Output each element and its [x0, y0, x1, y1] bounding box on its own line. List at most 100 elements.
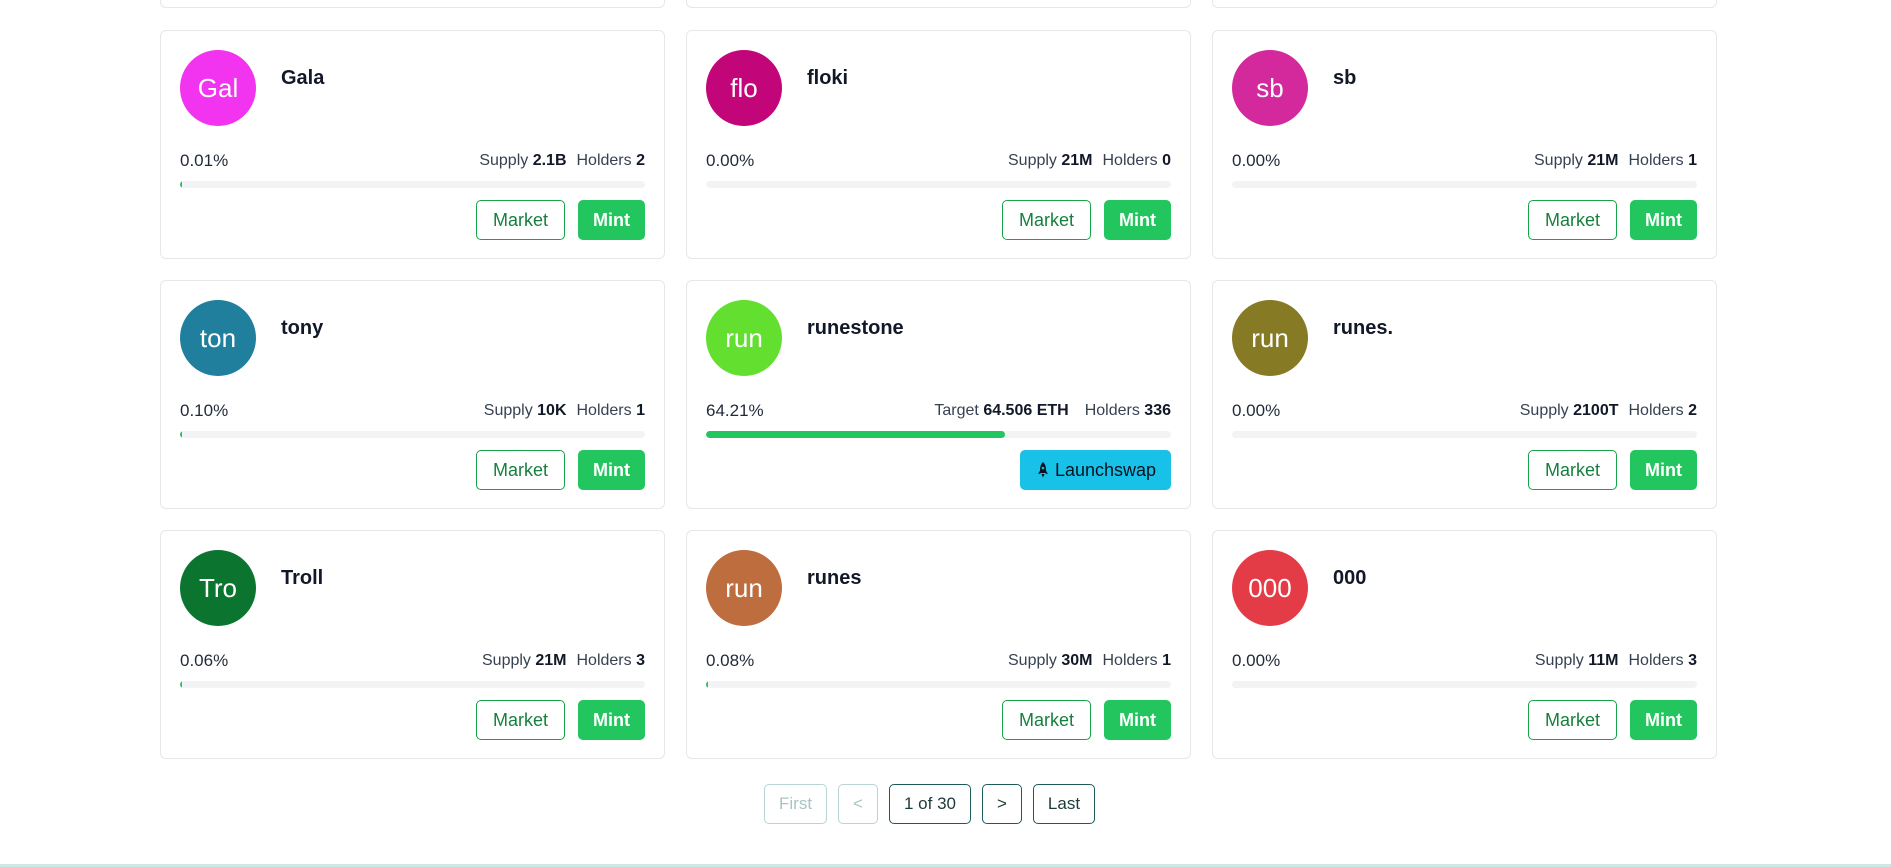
token-card: flo floki 0.00% Supply 21M Holders 0 Mar…	[686, 30, 1191, 259]
progress-fill	[180, 431, 182, 438]
token-card: 000 000 0.00% Supply 11M Holders 3 Marke…	[1212, 530, 1717, 759]
token-name: 000	[1333, 567, 1367, 589]
token-name: runes	[807, 567, 862, 589]
mint-progress-percent: 0.00%	[1232, 651, 1281, 670]
mint-button[interactable]: Mint	[578, 200, 645, 240]
supply-stat: Supply 21M	[1008, 152, 1093, 169]
token-stats: Supply 21M Holders 0	[1008, 152, 1171, 170]
token-card: ton tony 0.10% Supply 10K Holders 1 Mark…	[160, 280, 665, 509]
mint-progress-percent: 0.10%	[180, 401, 229, 420]
supply-stat: Supply 21M	[1534, 152, 1619, 169]
progress-fill	[706, 431, 1005, 438]
mint-progress-percent: 0.00%	[1232, 401, 1281, 420]
mint-button[interactable]: Mint	[578, 450, 645, 490]
last-page-button[interactable]: Last	[1032, 784, 1096, 824]
token-name: sb	[1333, 67, 1357, 89]
holders-stat: Holders 2	[576, 152, 646, 169]
token-stats: Supply 11M Holders 3	[1535, 652, 1697, 670]
token-stats: Supply 30M Holders 1	[1008, 652, 1171, 670]
footer-divider	[0, 864, 1891, 867]
market-button[interactable]: Market	[1002, 700, 1091, 740]
pagination: First < 1 of 30 > Last	[764, 784, 1096, 824]
target-stat: Target 64.506 ETH	[934, 402, 1069, 419]
token-card: sb sb 0.00% Supply 21M Holders 1 Market …	[1212, 30, 1717, 259]
token-card: run runes 0.08% Supply 30M Holders 1 Mar…	[686, 530, 1191, 759]
token-stats: Target 64.506 ETH Holders 336	[934, 402, 1171, 420]
mint-progress-percent: 0.01%	[180, 151, 229, 170]
market-button[interactable]: Market	[476, 450, 565, 490]
token-avatar: Tro	[180, 550, 256, 626]
first-page-button[interactable]: First	[764, 784, 828, 824]
token-avatar: run	[1232, 300, 1308, 376]
mint-progress-percent: 0.00%	[1232, 151, 1281, 170]
mint-button[interactable]: Mint	[1630, 200, 1697, 240]
mint-button[interactable]: Mint	[1630, 450, 1697, 490]
progress-bar	[706, 681, 1171, 688]
token-stats: Supply 2.1B Holders 2	[479, 152, 645, 170]
token-avatar: 000	[1232, 550, 1308, 626]
progress-bar	[180, 681, 645, 688]
token-stats: Supply 2100T Holders 2	[1520, 402, 1697, 420]
token-name: Troll	[281, 567, 324, 589]
holders-stat: Holders 2	[1628, 402, 1698, 419]
token-name: runes.	[1333, 317, 1394, 339]
previous-card-edge	[160, 0, 665, 8]
token-avatar: Gal	[180, 50, 256, 126]
launchswap-label: Launchswap	[1054, 459, 1157, 480]
token-card: Gal Gala 0.01% Supply 2.1B Holders 2 Mar…	[160, 30, 665, 259]
token-name: floki	[807, 67, 849, 89]
progress-bar	[180, 181, 645, 188]
progress-bar	[1232, 181, 1697, 188]
token-stats: Supply 21M Holders 1	[1534, 152, 1697, 170]
market-button[interactable]: Market	[1528, 450, 1617, 490]
supply-stat: Supply 11M	[1534, 652, 1619, 669]
token-name: tony	[281, 317, 324, 339]
mint-button[interactable]: Mint	[1104, 200, 1171, 240]
previous-card-edge	[686, 0, 1191, 8]
supply-stat: Supply 30M	[1008, 652, 1093, 669]
supply-stat: Supply 2.1B	[479, 152, 567, 169]
holders-stat: Holders 336	[1084, 402, 1171, 419]
mint-button[interactable]: Mint	[578, 700, 645, 740]
market-button[interactable]: Market	[1528, 700, 1617, 740]
progress-fill	[180, 681, 182, 688]
holders-stat: Holders 1	[1628, 152, 1698, 169]
mint-progress-percent: 0.08%	[706, 651, 755, 670]
market-button[interactable]: Market	[476, 200, 565, 240]
holders-stat: Holders 0	[1102, 152, 1172, 169]
token-card: run runes. 0.00% Supply 2100T Holders 2 …	[1212, 280, 1717, 509]
token-card: run runestone 64.21% Target 64.506 ETH H…	[686, 280, 1191, 509]
market-button[interactable]: Market	[1002, 200, 1091, 240]
supply-stat: Supply 2100T	[1519, 402, 1619, 419]
rocket-icon	[1037, 462, 1048, 478]
market-button[interactable]: Market	[476, 700, 565, 740]
holders-stat: Holders 1	[576, 402, 646, 419]
token-stats: Supply 21M Holders 3	[482, 652, 645, 670]
progress-fill	[180, 181, 182, 188]
prev-page-button[interactable]: <	[838, 784, 878, 824]
market-button[interactable]: Market	[1528, 200, 1617, 240]
progress-bar	[180, 431, 645, 438]
holders-stat: Holders 3	[1628, 652, 1698, 669]
token-avatar: run	[706, 300, 782, 376]
next-page-button[interactable]: >	[981, 784, 1022, 824]
progress-bar	[706, 431, 1171, 438]
token-card: Tro Troll 0.06% Supply 21M Holders 3 Mar…	[160, 530, 665, 759]
mint-button[interactable]: Mint	[1630, 700, 1697, 740]
mint-progress-percent: 0.06%	[180, 651, 229, 670]
token-grid: Gal Gala 0.01% Supply 2.1B Holders 2 Mar…	[160, 30, 1720, 759]
holders-stat: Holders 1	[1102, 652, 1172, 669]
token-name: Gala	[281, 67, 325, 89]
progress-bar	[1232, 681, 1697, 688]
token-stats: Supply 10K Holders 1	[484, 402, 645, 420]
token-avatar: sb	[1232, 50, 1308, 126]
progress-bar	[1232, 431, 1697, 438]
progress-fill	[706, 681, 708, 688]
supply-stat: Supply 21M	[482, 652, 567, 669]
supply-stat: Supply 10K	[483, 402, 567, 419]
holders-stat: Holders 3	[576, 652, 646, 669]
mint-progress-percent: 64.21%	[706, 401, 764, 420]
mint-button[interactable]: Mint	[1104, 700, 1171, 740]
page-indicator: 1 of 30	[888, 784, 971, 824]
launchswap-button[interactable]: Launchswap	[1020, 450, 1171, 490]
